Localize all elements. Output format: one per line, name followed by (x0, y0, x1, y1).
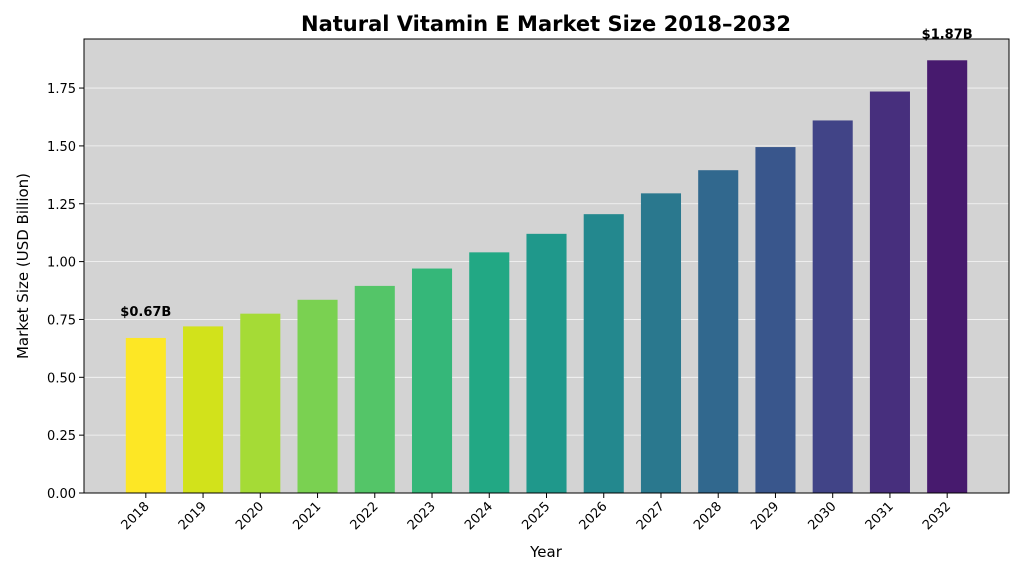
x-tick-label: 2021 (290, 499, 324, 533)
x-tick-label: 2023 (405, 499, 439, 533)
x-tick-label: 2025 (519, 499, 553, 533)
bar (755, 147, 796, 493)
bar (125, 337, 166, 493)
bar (812, 120, 853, 494)
y-tick-label: 1.50 (47, 140, 76, 155)
x-tick-label: 2026 (577, 499, 611, 533)
x-tick-label: 2031 (863, 499, 897, 533)
bar (411, 268, 453, 493)
x-tick-label: 2020 (233, 499, 267, 533)
bar (297, 299, 338, 493)
x-tick-label: 2029 (748, 499, 782, 533)
bar (183, 326, 224, 493)
x-tick-label: 2027 (634, 499, 668, 533)
bar (869, 91, 910, 494)
y-tick-label: 1.25 (47, 198, 76, 213)
bar (240, 313, 281, 493)
chart-title: Natural Vitamin E Market Size 2018–2032 (301, 12, 791, 36)
bar (927, 60, 968, 493)
x-axis-label: Year (529, 543, 563, 561)
x-tick-label: 2032 (920, 499, 954, 533)
x-tick-label: 2024 (462, 499, 496, 533)
value-label: $1.87B (922, 27, 973, 42)
value-label: $0.67B (120, 305, 171, 320)
y-tick-label: 0.75 (47, 313, 76, 328)
y-tick-label: 0.25 (47, 429, 76, 444)
y-tick-label: 1.00 (47, 256, 76, 271)
bar (583, 214, 624, 493)
x-tick-label: 2028 (691, 499, 725, 533)
y-tick-label: 0.50 (47, 371, 76, 386)
x-tick-label: 2030 (806, 499, 840, 533)
bar (469, 252, 510, 493)
bar (354, 285, 395, 493)
bar (698, 170, 739, 493)
bar (640, 193, 682, 493)
x-tick-label: 2022 (348, 499, 382, 533)
x-tick-label: 2018 (119, 499, 153, 533)
bar (526, 233, 567, 493)
x-tick-label: 2019 (176, 499, 210, 533)
y-tick-label: 1.75 (47, 82, 76, 97)
y-tick-label: 0.00 (47, 487, 76, 502)
y-axis-label: Market Size (USD Billion) (14, 173, 32, 359)
